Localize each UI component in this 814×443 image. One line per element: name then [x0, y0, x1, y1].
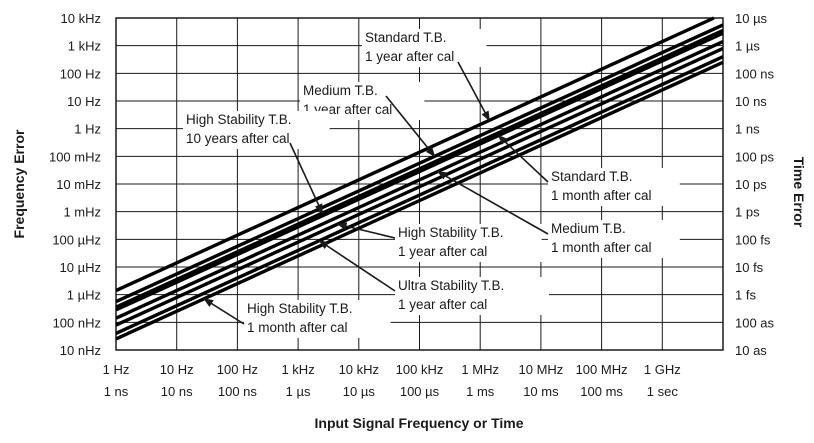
- annotation-label: Medium T.B.: [551, 221, 626, 236]
- x-tick-time: 1 sec: [647, 384, 679, 399]
- y-ticks-left: 10 kHz 1 kHz 100 Hz 10 Hz 1 Hz 100 mHz 10 mHz 1…: [49, 11, 101, 358]
- x-ticks-time: 1 ns 10 ns 100 ns 1 µs 10 µs 100 µs 1 ms 10 ms 1…: [104, 384, 679, 399]
- x-tick-frequency: 100 kHz: [396, 362, 444, 377]
- y-tick-left: 1 Hz: [74, 122, 101, 137]
- y-axis-title-right: Time Error: [791, 157, 807, 228]
- annotation-label: Standard T.B.: [365, 30, 447, 45]
- y-tick-left: 100 nHz: [53, 315, 101, 330]
- x-tick-time: 100 ms: [580, 384, 623, 399]
- x-tick-time: 100 µs: [400, 384, 440, 399]
- y-tick-left: 1 mHz: [63, 205, 101, 220]
- x-axis-title: Input Signal Frequency or Time: [315, 415, 524, 431]
- x-ticks-frequency: 1 Hz 10 Hz 100 Hz 1 kHz 10 kHz 100 kHz 1 MHz 10…: [103, 362, 681, 377]
- annotation-arrow: [336, 222, 396, 239]
- annotations: Standard T.B. 1 year after cal Medium T.B.…: [183, 29, 680, 338]
- annotation-background: [395, 224, 542, 262]
- x-tick-frequency: 100 Hz: [217, 362, 258, 377]
- x-tick-frequency: 1 kHz: [281, 362, 314, 377]
- annotation-arrow: [318, 240, 396, 292]
- y-tick-left: 10 Hz: [67, 94, 101, 109]
- x-tick-time: 1 µs: [286, 384, 311, 399]
- x-tick-time: 10 ns: [161, 384, 193, 399]
- series-line: [115, 16, 715, 293]
- annotation-label: 10 years after cal: [186, 131, 290, 146]
- y-tick-right: 100 fs: [735, 232, 771, 247]
- series-line: [115, 60, 724, 341]
- y-tick-right: 100 ns: [735, 66, 775, 81]
- y-tick-right: 100 as: [735, 315, 775, 330]
- annotation-arrow: [203, 298, 245, 325]
- annotation-label: 1 year after cal: [365, 49, 454, 64]
- x-tick-frequency: 1 MHz: [461, 362, 499, 377]
- y-tick-right: 100 ps: [735, 149, 775, 164]
- y-tick-left: 100 mHz: [49, 149, 101, 164]
- y-tick-left: 10 mHz: [56, 177, 101, 192]
- y-tick-left: 10 nHz: [60, 343, 101, 358]
- annotation-label: Standard T.B.: [551, 169, 633, 184]
- annotation-background: [183, 111, 330, 149]
- annotation-background: [362, 29, 487, 67]
- y-tick-left: 10 kHz: [61, 11, 101, 26]
- x-tick-time: 1 ms: [466, 384, 495, 399]
- x-tick-frequency: 10 Hz: [160, 362, 194, 377]
- annotation-arrow: [289, 142, 324, 214]
- series-line: [115, 23, 724, 304]
- annotation-label: 1 month after cal: [247, 320, 348, 335]
- series-line: [115, 55, 724, 335]
- series-line: [115, 28, 724, 309]
- y-tick-right: 1 fs: [735, 288, 756, 303]
- annotation-label: High Stability T.B.: [398, 225, 504, 240]
- annotation-background: [548, 220, 680, 258]
- annotation-label: Medium T.B.: [303, 83, 378, 98]
- annotation-arrow: [497, 134, 549, 183]
- series-lines: [115, 16, 724, 341]
- y-tick-right: 10 fs: [735, 260, 764, 275]
- y-tick-right: 10 µs: [735, 11, 768, 26]
- x-tick-time: 10 ms: [523, 384, 559, 399]
- annotation-label: 1 year after cal: [398, 297, 487, 312]
- series-line: [115, 46, 724, 327]
- annotation-label: 1 month after cal: [551, 240, 652, 255]
- x-tick-time: 10 µs: [343, 384, 376, 399]
- y-tick-right: 10 ns: [735, 94, 767, 109]
- series-line: [115, 31, 724, 312]
- x-tick-time: 100 ns: [218, 384, 258, 399]
- annotation-background: [395, 277, 549, 315]
- annotation-label: 1 month after cal: [551, 188, 652, 203]
- x-tick-frequency: 10 kHz: [339, 362, 379, 377]
- x-tick-frequency: 100 MHz: [576, 362, 628, 377]
- annotation-label: High Stability T.B.: [247, 301, 353, 316]
- x-tick-frequency: 10 MHz: [519, 362, 564, 377]
- y-tick-left: 1 kHz: [68, 39, 101, 54]
- annotation-label: High Stability T.B.: [186, 112, 292, 127]
- x-tick-frequency: 1 GHz: [644, 362, 681, 377]
- y-tick-right: 1 µs: [735, 39, 760, 54]
- y-tick-right: 10 as: [735, 343, 767, 358]
- y-tick-right: 1 ns: [735, 122, 760, 137]
- y-tick-left: 100 µHz: [52, 232, 101, 247]
- annotation-arrow: [385, 95, 436, 158]
- annotation-label: 1 year after cal: [398, 244, 487, 259]
- x-tick-time: 1 ns: [104, 384, 129, 399]
- series-line: [115, 39, 724, 320]
- annotation-label: Ultra Stability T.B.: [398, 278, 504, 293]
- y-tick-left: 1 µHz: [67, 288, 101, 303]
- x-tick-frequency: 1 Hz: [103, 362, 130, 377]
- annotation-arrow: [436, 170, 549, 235]
- y-tick-left: 100 Hz: [60, 66, 101, 81]
- annotation-background: [548, 168, 680, 206]
- annotation-arrow: [457, 61, 491, 122]
- y-tick-right: 10 ps: [735, 177, 767, 192]
- y-axis-title-left: Frequency Error: [11, 129, 27, 238]
- y-tick-right: 1 ps: [735, 205, 760, 220]
- y-ticks-right: 10 µs 1 µs 100 ns 10 ns 1 ns 100 ps 10 ps 1 ps 1…: [735, 11, 775, 358]
- y-tick-left: 10 µHz: [60, 260, 101, 275]
- annotation-background: [244, 300, 391, 338]
